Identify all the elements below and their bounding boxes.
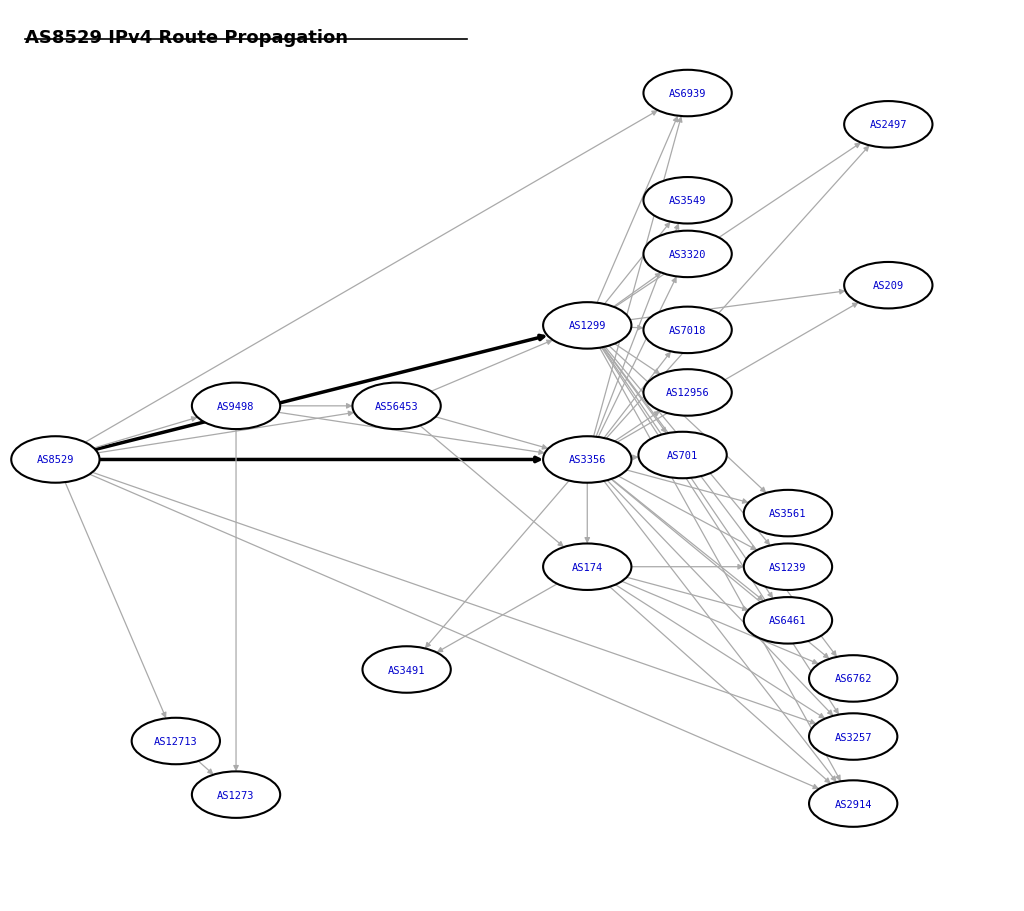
Ellipse shape <box>191 772 281 818</box>
Text: AS9498: AS9498 <box>217 402 255 412</box>
Ellipse shape <box>543 302 632 349</box>
Text: AS3561: AS3561 <box>769 508 807 518</box>
Ellipse shape <box>809 656 897 701</box>
Text: AS12713: AS12713 <box>154 736 198 746</box>
Ellipse shape <box>743 544 833 590</box>
Text: AS6762: AS6762 <box>835 674 872 683</box>
Text: AS6939: AS6939 <box>669 89 707 99</box>
Text: AS2914: AS2914 <box>835 799 872 809</box>
Ellipse shape <box>844 262 933 309</box>
Text: AS3491: AS3491 <box>388 665 425 675</box>
Text: AS3549: AS3549 <box>669 196 707 206</box>
Text: AS7018: AS7018 <box>669 325 707 335</box>
Text: AS8529: AS8529 <box>37 455 74 465</box>
Text: AS6461: AS6461 <box>769 616 807 626</box>
Text: AS1273: AS1273 <box>217 790 255 800</box>
Ellipse shape <box>743 490 833 537</box>
Text: AS3257: AS3257 <box>835 732 872 742</box>
Ellipse shape <box>643 307 732 353</box>
Text: AS701: AS701 <box>667 451 698 460</box>
Ellipse shape <box>11 436 99 483</box>
Ellipse shape <box>643 178 732 224</box>
Text: AS1239: AS1239 <box>769 562 807 572</box>
Ellipse shape <box>809 781 897 827</box>
Text: AS209: AS209 <box>872 281 904 291</box>
Ellipse shape <box>543 544 632 590</box>
Ellipse shape <box>743 598 833 644</box>
Ellipse shape <box>191 384 281 430</box>
Ellipse shape <box>809 713 897 760</box>
Ellipse shape <box>362 647 451 693</box>
Text: AS3320: AS3320 <box>669 250 707 260</box>
Text: AS8529 IPv4 Route Propagation: AS8529 IPv4 Route Propagation <box>26 29 348 46</box>
Text: AS2497: AS2497 <box>869 120 907 130</box>
Ellipse shape <box>638 433 727 478</box>
Text: AS3356: AS3356 <box>568 455 606 465</box>
Ellipse shape <box>643 71 732 118</box>
Ellipse shape <box>643 231 732 278</box>
Text: AS1299: AS1299 <box>568 321 606 331</box>
Ellipse shape <box>543 436 632 483</box>
Ellipse shape <box>132 718 220 764</box>
Text: AS12956: AS12956 <box>666 388 710 398</box>
Ellipse shape <box>844 102 933 148</box>
Ellipse shape <box>352 384 440 430</box>
Text: AS174: AS174 <box>571 562 603 572</box>
Text: AS56453: AS56453 <box>375 402 419 412</box>
Ellipse shape <box>643 370 732 416</box>
